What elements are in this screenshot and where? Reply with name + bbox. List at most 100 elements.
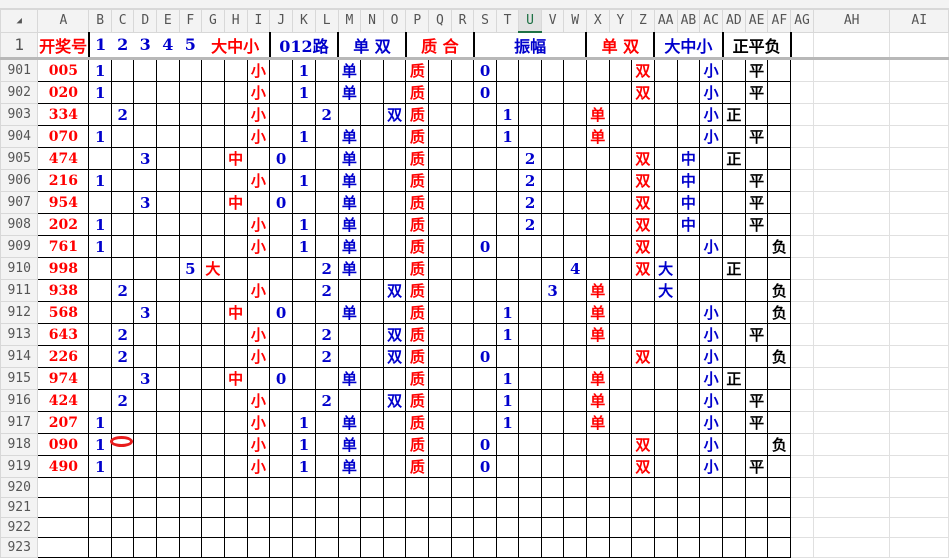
cell-M919[interactable]: 单 [337, 455, 362, 478]
cell-AG901[interactable] [790, 58, 814, 82]
cell-J921[interactable] [269, 497, 294, 518]
cell-M904[interactable]: 单 [337, 125, 362, 148]
cell-H912[interactable]: 中 [223, 301, 248, 324]
cell-T922[interactable] [495, 517, 520, 538]
cell-A919[interactable]: 490 [37, 455, 90, 478]
column-header-B[interactable]: B [88, 9, 112, 33]
cell-Q923[interactable] [428, 537, 452, 558]
cell-J905[interactable]: 0 [269, 147, 294, 170]
cell-K917[interactable]: 1 [292, 411, 316, 434]
cell-T907[interactable] [495, 191, 520, 214]
cell-K913[interactable] [292, 323, 316, 346]
cell-A920[interactable] [37, 477, 90, 498]
cell-AG921[interactable] [790, 497, 814, 518]
cell-Y907[interactable] [608, 191, 633, 214]
column-header-AE[interactable]: AE [744, 9, 769, 33]
cell-M915[interactable]: 单 [337, 367, 362, 390]
cell-L901[interactable] [314, 58, 339, 82]
cell-AI910[interactable] [889, 257, 949, 280]
cell-R918[interactable] [450, 433, 475, 456]
cell-W922[interactable] [563, 517, 587, 538]
cell-C906[interactable] [110, 169, 135, 192]
cell-G913[interactable] [201, 323, 225, 346]
cell-N905[interactable] [360, 147, 384, 170]
cell-M909[interactable]: 单 [337, 235, 362, 258]
cell-T920[interactable] [495, 477, 520, 498]
cell-V912[interactable] [540, 301, 565, 324]
cell-C917[interactable] [110, 411, 135, 434]
cell-AF902[interactable] [767, 81, 792, 104]
row-header-918[interactable]: 918 [0, 433, 39, 456]
cell-AE922[interactable] [744, 517, 769, 538]
cell-N901[interactable] [360, 58, 384, 82]
cell-H905[interactable]: 中 [223, 147, 248, 170]
cell-T917[interactable]: 1 [495, 411, 520, 434]
cell-F905[interactable] [178, 147, 203, 170]
cell-AA922[interactable] [653, 517, 678, 538]
cell-AI913[interactable] [889, 323, 949, 346]
cell-V905[interactable] [540, 147, 565, 170]
cell-W914[interactable] [563, 345, 587, 368]
cell-M912[interactable]: 单 [337, 301, 362, 324]
cell-AD919[interactable] [722, 455, 746, 478]
cell-F911[interactable] [178, 279, 203, 302]
cell-E912[interactable] [156, 301, 180, 324]
cell-S914[interactable]: 0 [473, 345, 497, 368]
header-E[interactable]: 4 [156, 32, 180, 60]
cell-AG918[interactable] [790, 433, 814, 456]
cell-N918[interactable] [360, 433, 384, 456]
cell-S906[interactable] [473, 169, 497, 192]
cell-C909[interactable] [110, 235, 135, 258]
cell-L905[interactable] [314, 147, 339, 170]
cell-Z901[interactable]: 双 [631, 58, 655, 82]
cell-O920[interactable] [382, 477, 407, 498]
cell-Q921[interactable] [428, 497, 452, 518]
row-header-902[interactable]: 902 [0, 81, 39, 104]
cell-Z907[interactable]: 双 [631, 191, 655, 214]
cell-F902[interactable] [178, 81, 203, 104]
cell-R908[interactable] [450, 213, 475, 236]
cell-T915[interactable]: 1 [495, 367, 520, 390]
cell-AB908[interactable]: 中 [676, 213, 701, 236]
cell-T914[interactable] [495, 345, 520, 368]
cell-AA904[interactable] [653, 125, 678, 148]
column-header-K[interactable]: K [292, 9, 316, 33]
cell-AC922[interactable] [699, 517, 723, 538]
cell-AG922[interactable] [790, 517, 814, 538]
cell-Z910[interactable]: 双 [631, 257, 655, 280]
cell-D919[interactable] [133, 455, 158, 478]
cell-O921[interactable] [382, 497, 407, 518]
cell-G923[interactable] [201, 537, 225, 558]
spreadsheet-grid[interactable]: ◢ A B C D E F G H I J K L M N O P Q R S T U V W X Y Z AA AB AC AD AE AF A… [0, 9, 949, 558]
cell-X914[interactable] [585, 345, 610, 368]
cell-O914[interactable]: 双 [382, 345, 407, 368]
cell-B919[interactable]: 1 [88, 455, 112, 478]
cell-AH911[interactable] [812, 279, 891, 302]
cell-U918[interactable] [518, 433, 542, 456]
cell-D923[interactable] [133, 537, 158, 558]
cell-P905[interactable]: 质 [405, 147, 430, 170]
cell-O907[interactable] [382, 191, 407, 214]
cell-J923[interactable] [269, 537, 294, 558]
cell-AC903[interactable]: 小 [699, 103, 723, 126]
cell-T923[interactable] [495, 537, 520, 558]
column-header-AA[interactable]: AA [653, 9, 678, 33]
column-header-Q[interactable]: Q [428, 9, 452, 33]
cell-C919[interactable] [110, 455, 135, 478]
cell-W913[interactable] [563, 323, 587, 346]
cell-A923[interactable] [37, 537, 90, 558]
cell-E921[interactable] [156, 497, 180, 518]
cell-I909[interactable]: 小 [246, 235, 271, 258]
cell-K902[interactable]: 1 [292, 81, 316, 104]
cell-U901[interactable] [518, 58, 542, 82]
cell-N902[interactable] [360, 81, 384, 104]
cell-AC916[interactable]: 小 [699, 389, 723, 412]
cell-Q902[interactable] [428, 81, 452, 104]
cell-A905[interactable]: 474 [37, 147, 90, 170]
cell-M920[interactable] [337, 477, 362, 498]
cell-D920[interactable] [133, 477, 158, 498]
row-header-921[interactable]: 921 [0, 497, 39, 518]
cell-G921[interactable] [201, 497, 225, 518]
cell-T902[interactable] [495, 81, 520, 104]
cell-AA911[interactable]: 大 [653, 279, 678, 302]
